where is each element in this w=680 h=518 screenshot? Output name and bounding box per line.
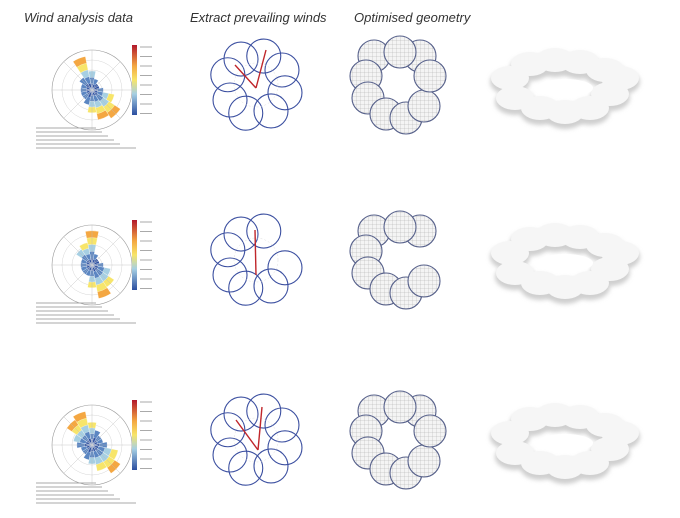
inner-ring	[233, 237, 279, 283]
mesh-blob	[383, 35, 417, 69]
colorbar	[132, 45, 137, 115]
wind-circle	[210, 232, 246, 268]
wind-circle	[246, 213, 282, 249]
wind-arrow	[257, 406, 263, 451]
wind-circle	[212, 437, 248, 473]
mesh-blob	[407, 444, 441, 478]
rose-spoke	[91, 61, 121, 91]
wind-circle	[253, 93, 289, 129]
wind-circle	[246, 38, 282, 74]
wind-arrow	[254, 229, 257, 276]
wind-circle	[223, 41, 259, 77]
wind-circle	[228, 95, 264, 131]
colorbar	[132, 400, 137, 470]
wind-circle	[267, 75, 303, 111]
column-heading: Optimised geometry	[354, 10, 472, 25]
render	[490, 223, 640, 304]
rose-spoke	[63, 264, 93, 294]
wind-circle	[228, 450, 264, 486]
wind-circle	[223, 396, 259, 432]
render	[490, 403, 640, 484]
wind-circle	[210, 412, 246, 448]
wind-arrow	[255, 49, 267, 89]
wind-circle	[253, 448, 289, 484]
mesh-blob	[407, 89, 441, 123]
wind-circle	[212, 82, 248, 118]
wind-arrow	[235, 419, 259, 451]
render-blob	[601, 66, 639, 90]
mesh-blob	[383, 390, 417, 424]
wind-circle	[212, 257, 248, 293]
rose-spoke	[91, 416, 121, 446]
rose-sector	[87, 438, 93, 446]
row	[36, 35, 640, 149]
rose-spoke	[91, 264, 121, 294]
wind-circle	[223, 216, 259, 252]
rose-spoke	[63, 61, 93, 91]
rose-spoke	[63, 444, 93, 474]
rose-spoke	[91, 444, 121, 474]
rose-spoke	[91, 89, 121, 119]
wind-circle	[264, 52, 300, 88]
mesh-blob	[383, 210, 417, 244]
column-heading: Wind analysis data	[24, 10, 133, 25]
rose-spoke	[63, 416, 93, 446]
render	[490, 48, 640, 129]
mesh-blob	[413, 59, 447, 93]
wind-circle	[246, 393, 282, 429]
wind-circle	[264, 407, 300, 443]
wind-arrow	[234, 64, 257, 89]
render-hole	[537, 79, 593, 97]
rose-sector	[87, 83, 93, 91]
mesh-blob	[407, 264, 441, 298]
render-blob	[601, 241, 639, 265]
render-hole	[537, 254, 593, 272]
rose-sector	[88, 259, 93, 266]
colorbar	[132, 220, 137, 290]
wind-circle	[267, 250, 303, 286]
wind-circle	[253, 268, 289, 304]
rose-spoke	[63, 236, 93, 266]
row	[36, 210, 640, 324]
rose-spoke	[63, 89, 93, 119]
wind-circle	[228, 270, 264, 306]
inner-ring	[233, 62, 279, 108]
wind-circle	[267, 430, 303, 466]
render-blob	[601, 421, 639, 445]
render-hole	[537, 434, 593, 452]
inner-ring	[233, 417, 279, 463]
mesh-blob	[413, 414, 447, 448]
column-heading: Extract prevailing winds	[190, 10, 327, 25]
row	[36, 390, 640, 504]
rose-spoke	[91, 236, 121, 266]
